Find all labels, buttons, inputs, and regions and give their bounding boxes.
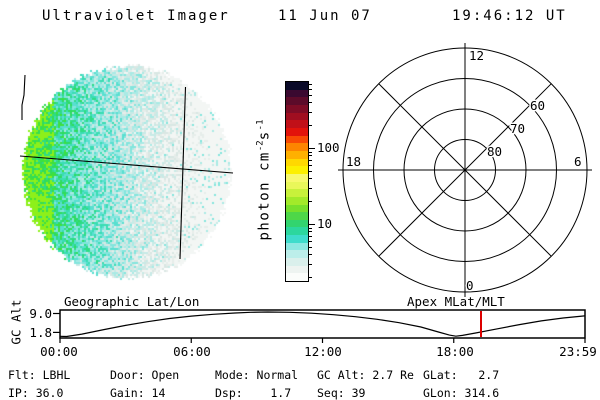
colorbar-step <box>286 104 308 113</box>
colorbar-label: photon cm-2s-1 <box>255 119 273 241</box>
colorbar-major-tick <box>308 224 315 225</box>
orbit-ylabel: GC Alt <box>8 299 24 345</box>
status-ip: IP: 36.0 <box>8 386 64 400</box>
colorbar-major-tick <box>308 148 315 149</box>
colorbar-minor-tick <box>308 155 312 157</box>
polar-lat-label-60: 60 <box>530 98 545 113</box>
orbit-ytick-9: 9.0 <box>29 306 52 321</box>
colorbar-step <box>286 189 308 197</box>
orbit-xtick-1800: 18:00 <box>436 344 474 359</box>
colorbar-step <box>286 166 308 174</box>
colorbar-step <box>286 82 308 90</box>
colorbar-minor-tick <box>308 111 312 113</box>
status-gc-alt: GC Alt: 2.7 Re <box>317 368 414 382</box>
colorbar-minor-tick <box>308 83 312 85</box>
colorbar-step <box>286 120 308 128</box>
colorbar-step <box>286 143 308 151</box>
colorbar-minor-tick <box>308 102 312 104</box>
orbit-plot <box>53 309 586 343</box>
colorbar-step <box>286 127 308 136</box>
page-title: Ultraviolet Imager <box>42 8 230 24</box>
colorbar-tick-label-10: 10 <box>317 216 333 231</box>
colorbar-step <box>286 258 308 266</box>
colorbar-minor-tick <box>308 246 312 248</box>
colorbar-step <box>286 97 308 105</box>
date-label: 11 Jun 07 <box>278 8 372 24</box>
colorbar-minor-tick <box>308 277 312 279</box>
colorbar-minor-tick <box>308 125 312 127</box>
colorbar-step <box>286 135 308 144</box>
colorbar-step <box>286 212 308 220</box>
polar-hour-label-0: 0 <box>466 278 474 293</box>
orbit-xtick-0600: 06:00 <box>173 344 211 359</box>
colorbar-minor-tick <box>308 170 312 172</box>
colorbar <box>285 81 309 282</box>
status-mode: Mode: Normal <box>215 368 299 382</box>
colorbar-step <box>286 265 308 274</box>
colorbar-step <box>286 242 308 251</box>
colorbar-step <box>286 112 308 121</box>
colorbar-step <box>286 204 308 213</box>
colorbar-minor-tick <box>308 187 312 189</box>
orbit-xtick-0000: 00:00 <box>40 344 78 359</box>
colorbar-step <box>286 181 308 190</box>
colorbar-step <box>286 158 308 167</box>
status-seq: Seq: 39 <box>317 386 366 400</box>
colorbar-minor-tick <box>308 254 312 256</box>
status-dsp: Dsp: 1.7 <box>215 386 292 400</box>
colorbar-minor-tick <box>308 201 312 203</box>
orbit-ytick-1-8: 1.8 <box>29 325 52 340</box>
colorbar-tick-label-100: 100 <box>317 140 340 155</box>
polar-grid <box>338 43 592 297</box>
polar-hour-label-18: 18 <box>346 154 361 169</box>
gc-alt-curve <box>59 311 585 338</box>
time-label: 19:46:12 UT <box>452 8 567 24</box>
colorbar-minor-tick <box>308 263 312 265</box>
status-door: Door: Open <box>110 368 180 382</box>
colorbar-step <box>286 227 308 236</box>
colorbar-minor-tick <box>308 240 312 242</box>
colorbar-minor-tick <box>308 231 312 233</box>
colorbar-step <box>286 89 308 98</box>
orbit-left-annotation: Geographic Lat/Lon <box>64 294 200 309</box>
colorbar-step <box>286 235 308 243</box>
colorbar-step <box>286 273 308 282</box>
polar-hour-label-12: 12 <box>469 48 484 63</box>
polar-hour-label-6: 6 <box>574 154 582 169</box>
polar-lat-label-80: 80 <box>487 144 502 159</box>
colorbar-step <box>286 150 308 159</box>
uvi-disk-image <box>18 60 236 286</box>
colorbar-minor-tick <box>308 227 312 229</box>
colorbar-step <box>286 196 308 205</box>
colorbar-minor-tick <box>308 164 312 166</box>
polar-lat-label-70: 70 <box>510 121 525 136</box>
colorbar-minor-tick <box>308 151 312 153</box>
colorbar-minor-tick <box>308 94 312 96</box>
colorbar-step <box>286 250 308 259</box>
orbit-right-annotation: Apex MLat/MLT <box>407 294 505 309</box>
colorbar-minor-tick <box>308 88 312 90</box>
colorbar-minor-tick <box>308 159 312 161</box>
status-glon: GLon: 314.6 <box>423 386 500 400</box>
orbit-xtick-1200: 12:00 <box>304 344 342 359</box>
status-flt: Flt: LBHL <box>8 368 71 382</box>
colorbar-step <box>286 173 308 182</box>
status-gain: Gain: 14 <box>110 386 166 400</box>
colorbar-minor-tick <box>308 178 312 180</box>
colorbar-step <box>286 219 308 228</box>
status-glat: GLat: 2.7 <box>423 368 500 382</box>
orbit-xtick-2359: 23:59 <box>559 344 597 359</box>
colorbar-minor-tick <box>308 235 312 237</box>
